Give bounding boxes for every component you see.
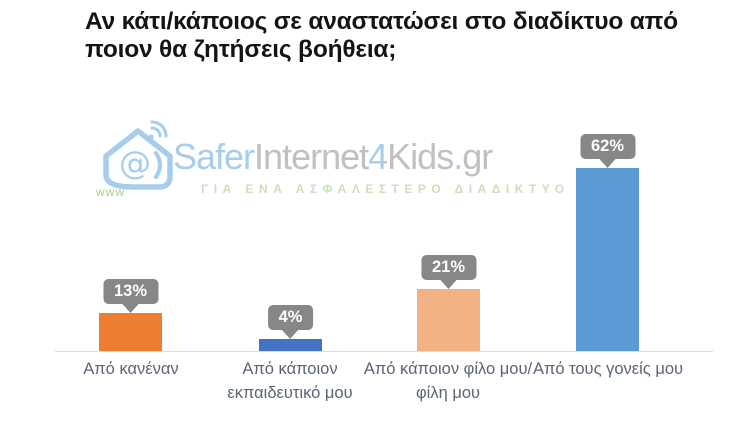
bar — [417, 289, 480, 351]
chart-title-line1: Αν κάτι/κάποιος σε αναστατώσει στο διαδί… — [85, 8, 678, 35]
brand-four: 4 — [368, 136, 388, 177]
house-at-wifi-logo-icon: @ www — [95, 120, 173, 199]
chart-title-line2: ποιον θα ζητήσεις βοήθεια; — [85, 35, 397, 63]
chart-title: Αν κάτι/κάποιος σε αναστατώσει στο διαδί… — [85, 8, 725, 63]
brand-tagline: ΓΙΑ ΕΝΑ ΑΣΦΑΛΕΣΤΕΡΟ ΔΙΑΔΙΚΤΥΟ — [201, 182, 570, 196]
brand-dot: . — [453, 136, 463, 177]
brand-safer: Safer — [173, 136, 255, 177]
www-label: www — [95, 185, 125, 199]
data-label-bubble: 21% — [420, 255, 477, 289]
data-label-value: 62% — [579, 134, 636, 159]
bubble-tail — [281, 329, 300, 339]
bubble-tail — [439, 279, 458, 289]
data-label-value: 21% — [420, 255, 477, 280]
data-label-bubble: 13% — [102, 279, 159, 313]
brand-internet: Internet — [254, 136, 369, 177]
saferinternet4kids-watermark: @ www SaferInternet4Kids.gr ΓΙΑ ΕΝΑ ΑΣΦΑ… — [93, 118, 564, 208]
category-label: Από κάποιον εκπαιδευτικό μου — [227, 360, 353, 402]
brand-kids: Kids — [387, 136, 454, 177]
brand-wordmark: SaferInternet4Kids.gr — [173, 136, 493, 178]
bubble-tail — [598, 158, 617, 168]
category-label: Από κανέναν — [83, 360, 179, 378]
data-label-value: 4% — [267, 305, 314, 330]
svg-text:@: @ — [119, 144, 151, 182]
bar — [576, 168, 639, 351]
x-axis-line — [55, 351, 713, 352]
data-label-bubble: 4% — [267, 305, 314, 339]
data-label-bubble: 62% — [579, 134, 636, 168]
bubble-tail — [121, 303, 140, 313]
category-label: Από τους γονείς μου — [532, 360, 684, 378]
category-label: Από κάποιον φίλο μου/φίλη μου — [363, 360, 533, 402]
brand-gr: gr — [462, 136, 493, 177]
bar — [99, 313, 162, 351]
bar — [259, 339, 322, 351]
data-label-value: 13% — [102, 279, 159, 304]
